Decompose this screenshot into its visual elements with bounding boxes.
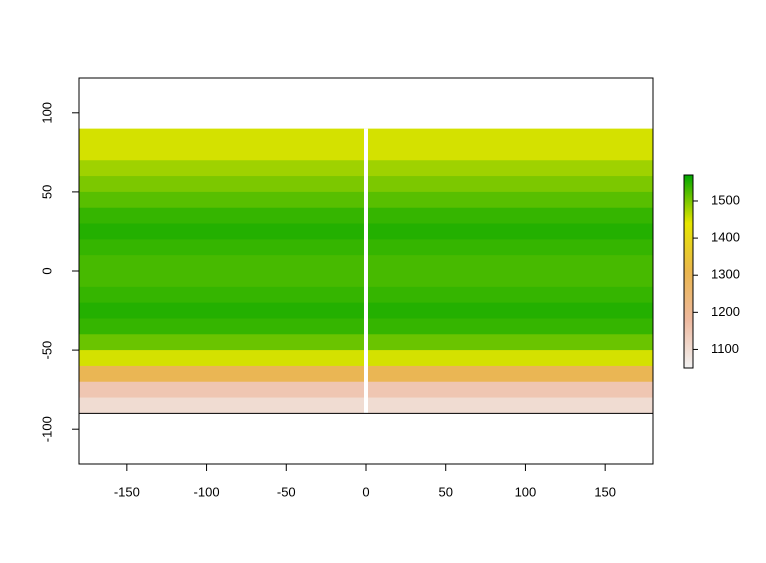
x-tick-label: 50 [438, 484, 452, 499]
x-tick-label: 150 [594, 484, 616, 499]
y-tick-label: -50 [39, 341, 54, 360]
colorbar-tick-label: 1500 [711, 192, 740, 207]
y-tick-label: 50 [39, 185, 54, 199]
colorbar-tick-label: 1100 [711, 341, 739, 356]
colorbar-tick-label: 1400 [711, 230, 740, 245]
x-tick-label: -50 [277, 484, 296, 499]
colorbar [683, 174, 694, 369]
x-tick-label: 0 [362, 484, 369, 499]
colorbar-tick-label: 1300 [711, 267, 740, 282]
colorbar-tick-label: 1200 [711, 304, 740, 319]
x-tick-label: -100 [194, 484, 220, 499]
y-tick-label: 0 [39, 267, 54, 274]
x-tick-label: -150 [114, 484, 140, 499]
x-tick-label: 100 [515, 484, 537, 499]
y-tick-label: -100 [39, 416, 54, 442]
y-tick-label: 100 [39, 102, 54, 124]
